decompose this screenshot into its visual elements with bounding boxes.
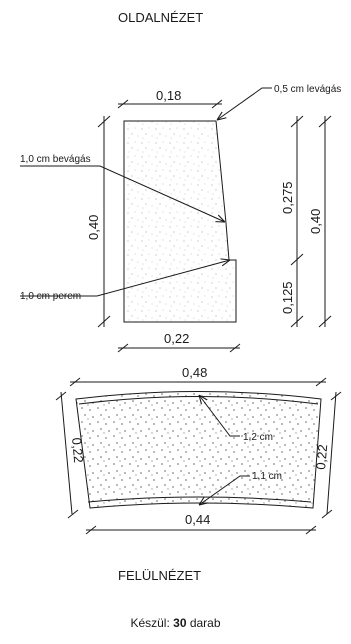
dim-top-top-width: 0,48 [182, 365, 207, 380]
production-note-suffix: darab [186, 616, 221, 630]
dim-top-bottom-width: 0,44 [185, 512, 210, 527]
dim-side-top-width: 0,18 [156, 88, 181, 103]
dim-side-bottom-width: 0,22 [164, 331, 189, 346]
callout-11cm: 1,1 cm [252, 471, 282, 482]
dim-top-right-height: 0,22 [313, 444, 330, 471]
callout-cut-05: 0,5 cm levágás [274, 84, 341, 95]
dim-top-left-height: 0,22 [69, 437, 86, 464]
production-note-prefix: Készül: [130, 616, 174, 630]
production-quantity: 30 [173, 616, 187, 630]
callout-cut-10: 1,0 cm bevágás [20, 154, 91, 165]
dim-side-left-height: 0,40 [86, 215, 101, 240]
side-view-title: OLDALNÉZET [118, 10, 203, 25]
top-view-title: FELÜLNÉZET [118, 568, 201, 583]
dim-side-right-total: 0,40 [308, 209, 323, 234]
dim-side-right-lower: 0,125 [280, 281, 295, 314]
production-note: Készül: 30 darab [0, 616, 351, 630]
top-view-profile [75, 391, 322, 509]
side-view: 0,18 0,22 0,40 0,275 0,125 0,40 0,5 cm l… [20, 84, 341, 353]
callout-12cm: 1,2 cm [243, 432, 273, 443]
callout-rim-10: 1,0 cm perem [20, 291, 81, 302]
dim-side-right-upper: 0,275 [280, 181, 295, 214]
top-view: 0,48 0,44 0,22 0,22 1,2 cm 1,1 cm [55, 365, 342, 535]
side-view-profile [123, 120, 237, 323]
